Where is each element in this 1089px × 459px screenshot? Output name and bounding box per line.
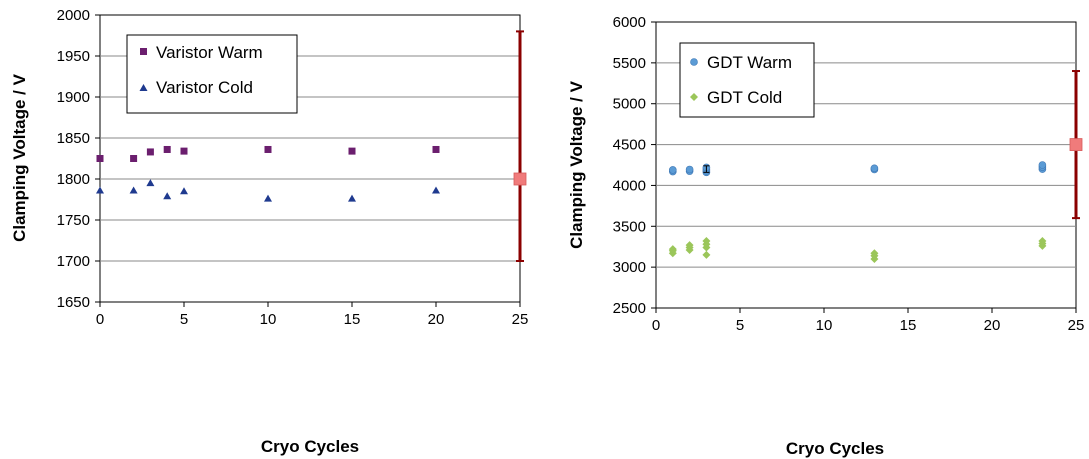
x-tick-label: 25 [512,311,529,328]
data-point-square [432,145,440,153]
data-point-square [96,155,104,162]
legend-label-varistor-warm: Varistor Warm [156,43,263,62]
y-tick-label: 4000 [613,177,646,194]
data-point-square [163,145,171,153]
x-axis-title: Cryo Cycles [786,439,884,458]
data-point-square [264,145,272,153]
x-tick-label: 0 [652,317,660,334]
legend-marker-circle [690,58,698,66]
y-tick-label: 6000 [613,14,646,31]
data-point-diamond [668,245,677,254]
x-tick-label: 5 [180,311,188,328]
data-point-square [348,147,356,155]
data-point-triangle [432,186,440,194]
x-tick-label: 20 [984,317,1001,334]
x-tick-label: 10 [260,311,277,328]
x-tick-label: 25 [1068,317,1085,334]
reference-marker [513,172,527,186]
data-point-diamond [1038,236,1047,245]
legend: Varistor Warm Varistor Cold [126,34,298,114]
data-point-triangle [146,179,155,187]
y-tick-label: 1900 [57,89,90,106]
data-point-triangle [180,187,188,195]
data-points [96,30,527,262]
y-tick-label: 1650 [57,294,90,311]
data-point-diamond [870,249,879,258]
data-point-circle [1038,161,1047,169]
gdt-chart: 2500 3000 3500 4000 4500 5000 5500 6000 0 5 10 15 2… [567,14,1084,458]
legend-label-gdt-warm: GDT Warm [707,53,792,72]
x-axis-title: Cryo Cycles [261,437,359,456]
data-point-triangle [163,192,172,200]
data-point-square [130,155,138,162]
legend-marker-triangle [139,84,148,91]
y-tick-label: 1700 [57,253,90,270]
y-tick-label: 3500 [613,218,646,235]
y-tick-label: 3000 [613,259,646,276]
legend: GDT Warm GDT Cold [679,42,815,118]
y-axis-title: Clamping Voltage / V [567,80,586,248]
x-tick-label: 20 [428,311,445,328]
y-tick-label: 1850 [57,130,90,147]
legend-label-varistor-cold: Varistor Cold [156,78,253,97]
data-point-circle [668,166,677,174]
data-point-diamond [702,250,711,259]
y-tick-label: 1800 [57,171,90,188]
data-point-triangle [129,186,138,194]
y-tick-label: 2500 [613,300,646,317]
legend-label-gdt-cold: GDT Cold [707,88,782,107]
x-tick-label: 15 [900,317,917,334]
y-tick-label: 2000 [57,7,90,24]
varistor-chart: 1650 1700 1750 1800 1850 1900 1950 2000 0 5 10 15 2… [10,7,528,456]
y-tick-label: 5000 [613,96,646,113]
data-point-square [180,147,188,155]
x-tick-label: 0 [96,311,104,328]
x-tick-label: 10 [816,317,833,334]
legend-box [679,42,815,118]
y-tick-labels: 1650 1700 1750 1800 1850 1900 1950 2000 [57,7,90,311]
y-tick-label: 5500 [613,55,646,72]
y-tick-label: 4500 [613,137,646,154]
y-tick-labels: 2500 3000 3500 4000 4500 5000 5500 6000 [613,14,646,317]
x-tick-labels: 0 5 10 15 20 25 [652,317,1085,334]
y-tick-label: 1750 [57,212,90,229]
x-tick-label: 15 [344,311,361,328]
data-point-diamond [685,241,694,250]
data-point-circle [685,165,694,174]
y-tick-label: 1950 [57,48,90,65]
reference-marker [1069,138,1083,151]
y-axis-title: Clamping Voltage / V [10,73,29,241]
data-point-triangle [96,186,104,194]
data-point-triangle [264,194,272,202]
data-points [668,70,1083,263]
data-point-triangle [348,194,356,202]
data-point-square [146,148,154,156]
data-point-circle [870,164,879,173]
x-tick-label: 5 [736,317,744,334]
legend-marker-diamond [690,93,698,101]
data-point-diamond [702,236,711,245]
legend-box [126,34,298,114]
x-tick-labels: 0 5 10 15 20 25 [96,311,529,328]
legend-marker-square [140,48,147,55]
